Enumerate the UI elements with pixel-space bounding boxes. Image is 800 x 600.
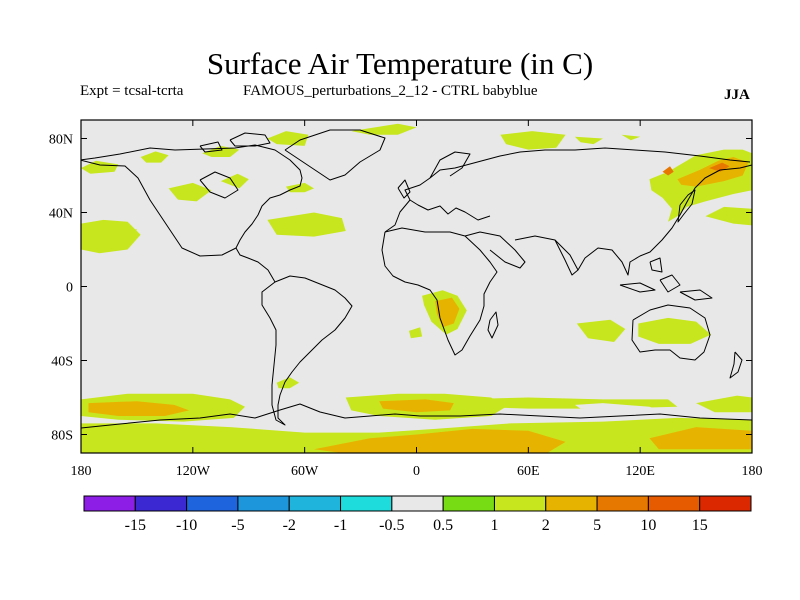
chart-title: Surface Air Temperature (in C)	[206, 46, 594, 81]
colorbar-swatch	[647, 495, 701, 512]
season-label: JJA	[724, 87, 750, 103]
anomaly-region-33	[276, 377, 300, 389]
anomaly-region-16	[81, 160, 119, 174]
colorbar-swatch	[83, 495, 136, 512]
colorbar-swatch	[134, 495, 188, 512]
anomaly-region-35	[409, 327, 423, 339]
colorbar-label: 0.5	[433, 517, 453, 534]
anomaly-region-8	[286, 397, 320, 415]
anomaly-contours	[81, 121, 752, 453]
anomaly-region-6	[379, 399, 454, 413]
anomaly-region-20	[286, 182, 314, 193]
anomaly-region-3	[314, 428, 566, 453]
anomaly-region-14	[267, 131, 309, 146]
colorbar-label: 1	[490, 517, 498, 534]
colorbar-swatch	[186, 495, 239, 512]
anomaly-region-17	[140, 151, 169, 163]
anomaly-region-18	[202, 145, 240, 157]
anomaly-region-12	[168, 182, 212, 202]
colorbar-swatch	[442, 495, 495, 512]
anomaly-region-42	[332, 121, 352, 128]
colorbar-label: 10	[640, 517, 656, 534]
anomaly-region-10	[696, 395, 752, 413]
y-tick-label: 80N	[49, 133, 73, 148]
anomaly-region-36	[369, 147, 501, 183]
experiment-label: Expt = tcsal-tcrta	[80, 83, 184, 99]
anomaly-region-41	[155, 262, 169, 270]
y-tick-label: 40N	[49, 207, 73, 222]
colorbar-swatch	[596, 495, 649, 512]
colorbar-label: 5	[593, 517, 601, 534]
description-label: FAMOUS_perturbations_2_12 - CTRL babyblu…	[243, 83, 538, 99]
anomaly-region-34	[118, 229, 137, 237]
anomaly-region-38	[539, 212, 572, 226]
y-tick-label: 40S	[51, 355, 73, 370]
colorbar-label: -2	[283, 517, 296, 534]
colorbar-label: -5	[231, 517, 244, 534]
anomaly-region-4	[649, 427, 752, 450]
x-tick-label: 120E	[625, 464, 655, 479]
anomaly-region-30	[638, 317, 711, 344]
colorbar-swatch	[237, 495, 290, 512]
anomaly-region-13	[267, 212, 346, 237]
x-tick-label: 180	[742, 464, 763, 479]
x-tick-label: 0	[413, 464, 420, 479]
colorbar-label: 15	[692, 517, 708, 534]
coastlines	[81, 129, 752, 429]
colorbar-label: -1	[334, 517, 347, 534]
anomaly-region-28	[705, 206, 752, 226]
colorbar-swatch	[288, 495, 342, 512]
anomaly-region-19	[220, 173, 249, 189]
anomaly-region-21	[500, 131, 566, 150]
anomaly-region-39	[282, 284, 301, 296]
anomaly-region-37	[481, 201, 501, 211]
x-tick-label: 120W	[176, 464, 211, 479]
colorbar-swatch	[545, 495, 598, 512]
colorbar-label: -15	[125, 517, 146, 534]
x-tick-label: 60E	[517, 464, 540, 479]
colorbar-swatch	[493, 495, 547, 512]
colorbar-swatch	[699, 495, 752, 512]
anomaly-region-27	[662, 166, 674, 176]
anomaly-region-40	[312, 305, 333, 326]
anomaly-region-26	[709, 162, 730, 172]
anomaly-region-29	[576, 319, 626, 342]
y-tick-label: 0	[66, 281, 73, 296]
y-tick-label: 80S	[51, 429, 73, 444]
x-tick-label: 60W	[291, 464, 319, 479]
colorbar-swatch	[391, 495, 444, 512]
colorbar: -15 -10 -5 -2 -1 -0.5 0.5 1 2 5 10 15	[83, 495, 752, 534]
anomaly-region-25	[677, 157, 749, 187]
anomaly-region-1	[88, 401, 190, 416]
anomaly-region-11	[81, 219, 141, 254]
colorbar-label: -10	[176, 517, 197, 534]
colorbar-swatch	[340, 495, 393, 512]
x-tick-label: 180	[71, 464, 92, 479]
anomaly-region-23	[621, 134, 641, 141]
anomaly-region-22	[574, 136, 603, 145]
colorbar-label: 2	[542, 517, 550, 534]
anomaly-region-9	[574, 403, 659, 411]
colorbar-label: -0.5	[379, 517, 404, 534]
